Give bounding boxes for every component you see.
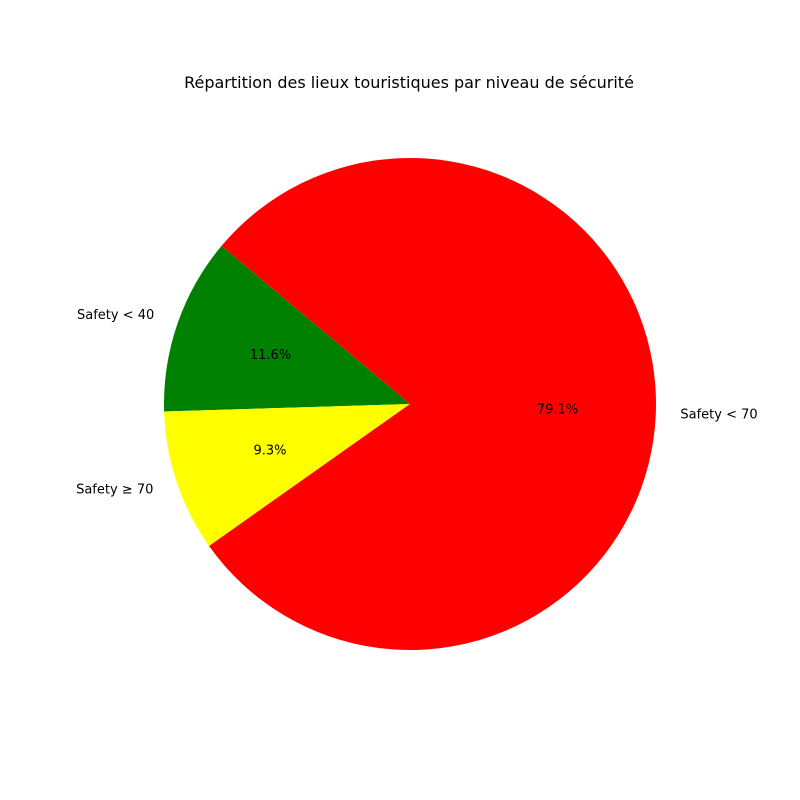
pie-labels: Safety < 40 11.6% Safety ≥ 70 9.3% Safety < …: [76, 308, 758, 497]
pie-slices: [164, 157, 656, 650]
pie-slice-safety-gte-70: [164, 404, 410, 546]
slice-label-safety-gte-70: Safety ≥ 70: [76, 482, 153, 497]
pie-slice-safety-lt-40: [164, 245, 410, 412]
slice-percent-safety-gte-70: 9.3%: [254, 443, 287, 458]
pie-slice-safety-lt-70: [209, 157, 656, 650]
slice-label-safety-lt-70: Safety < 70: [680, 408, 757, 423]
chart-title: Répartition des lieux touristiques par n…: [184, 73, 634, 92]
slice-percent-safety-lt-70: 79.1%: [537, 403, 578, 418]
slice-label-safety-lt-40: Safety < 40: [77, 308, 154, 323]
slice-percent-safety-lt-40: 11.6%: [250, 348, 291, 363]
